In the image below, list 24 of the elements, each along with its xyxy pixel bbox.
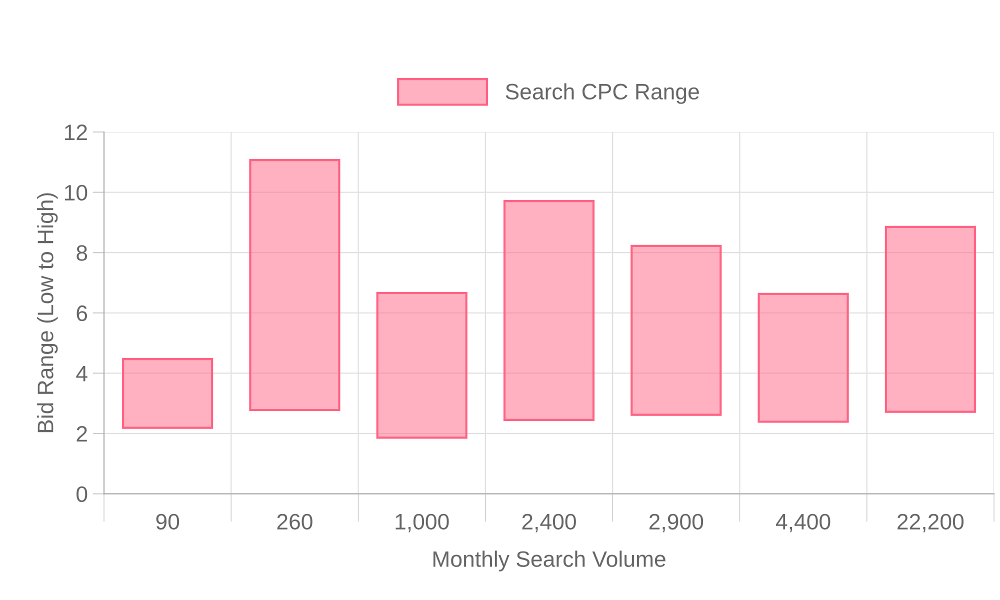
y-tick-label: 4 <box>76 366 88 382</box>
bar <box>249 158 340 412</box>
x-tick-label: 90 <box>156 514 180 530</box>
bar <box>376 292 468 439</box>
y-tick-label: 8 <box>76 245 88 261</box>
bar <box>630 244 722 416</box>
y-tick-label: 2 <box>76 426 87 442</box>
x-tick-label: 2,900 <box>649 514 704 532</box>
x-axis-title: Monthly Search Volume <box>433 550 666 572</box>
x-tick-label: 260 <box>277 514 312 530</box>
y-axis-title: Bid Range (Low to High) <box>37 193 58 432</box>
x-tick-label: 4,400 <box>776 514 830 532</box>
y-tick-label: 12 <box>65 124 87 140</box>
y-tick-label: 0 <box>76 486 88 502</box>
x-tick-label: 1,000 <box>396 514 449 532</box>
bar <box>503 200 595 421</box>
bar <box>758 292 849 423</box>
bar <box>122 358 214 429</box>
x-tick-label: 2,400 <box>522 514 576 532</box>
x-tick-label: 22,200 <box>898 514 964 532</box>
y-tick-label: 6 <box>76 305 88 322</box>
y-tick-label: 10 <box>65 184 88 201</box>
legend-label: Search CPC Range <box>506 83 699 104</box>
bar <box>884 226 976 413</box>
